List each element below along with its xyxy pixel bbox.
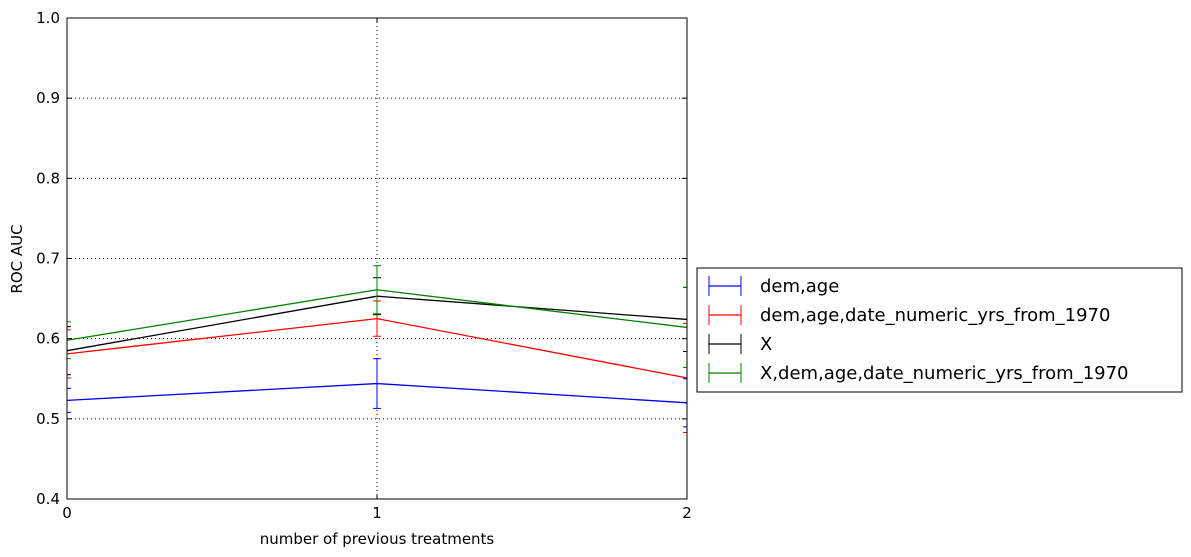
y-tick-label: 1.0 <box>36 9 60 27</box>
legend-swatch <box>708 305 742 325</box>
legend-item: X <box>708 334 772 355</box>
legend-label: X,dem,age,date_numeric_yrs_from_1970 <box>760 363 1129 384</box>
grid-lines <box>67 18 687 499</box>
legend-label: X <box>760 334 772 355</box>
error-bar <box>373 265 381 315</box>
legend-label: dem,age <box>760 276 839 297</box>
legend-item: X,dem,age,date_numeric_yrs_from_1970 <box>708 363 1129 384</box>
error-bar <box>373 358 381 409</box>
legend-label: dem,age,date_numeric_yrs_from_1970 <box>760 305 1110 326</box>
y-tick-label: 0.5 <box>36 410 60 428</box>
legend-swatch <box>708 334 742 354</box>
x-tick-label: 2 <box>682 504 692 522</box>
x-tick-label: 0 <box>62 504 72 522</box>
y-axis-label: ROC AUC <box>8 224 26 293</box>
legend-swatch <box>708 276 742 296</box>
errorbar-layer <box>66 265 688 433</box>
legend-item: dem,age <box>708 276 839 297</box>
legend-swatch <box>708 363 742 383</box>
tick-layer: 0.4 0.5 0.6 0.7 0.8 0.9 1.0 0 1 2 <box>36 9 692 522</box>
x-tick-label: 1 <box>372 504 382 522</box>
y-tick-label: 0.4 <box>36 490 60 508</box>
y-tick-label: 0.8 <box>36 169 60 187</box>
legend-item: dem,age,date_numeric_yrs_from_1970 <box>708 305 1110 326</box>
x-axis-label: number of previous treatments <box>260 530 495 548</box>
y-tick-label: 0.6 <box>36 330 60 348</box>
legend: dem,age dem,age,date_numeric_yrs_from_197… <box>696 267 1183 393</box>
y-tick-label: 0.7 <box>36 250 60 268</box>
legend-frame <box>696 267 1183 393</box>
y-tick-label: 0.9 <box>36 89 60 107</box>
